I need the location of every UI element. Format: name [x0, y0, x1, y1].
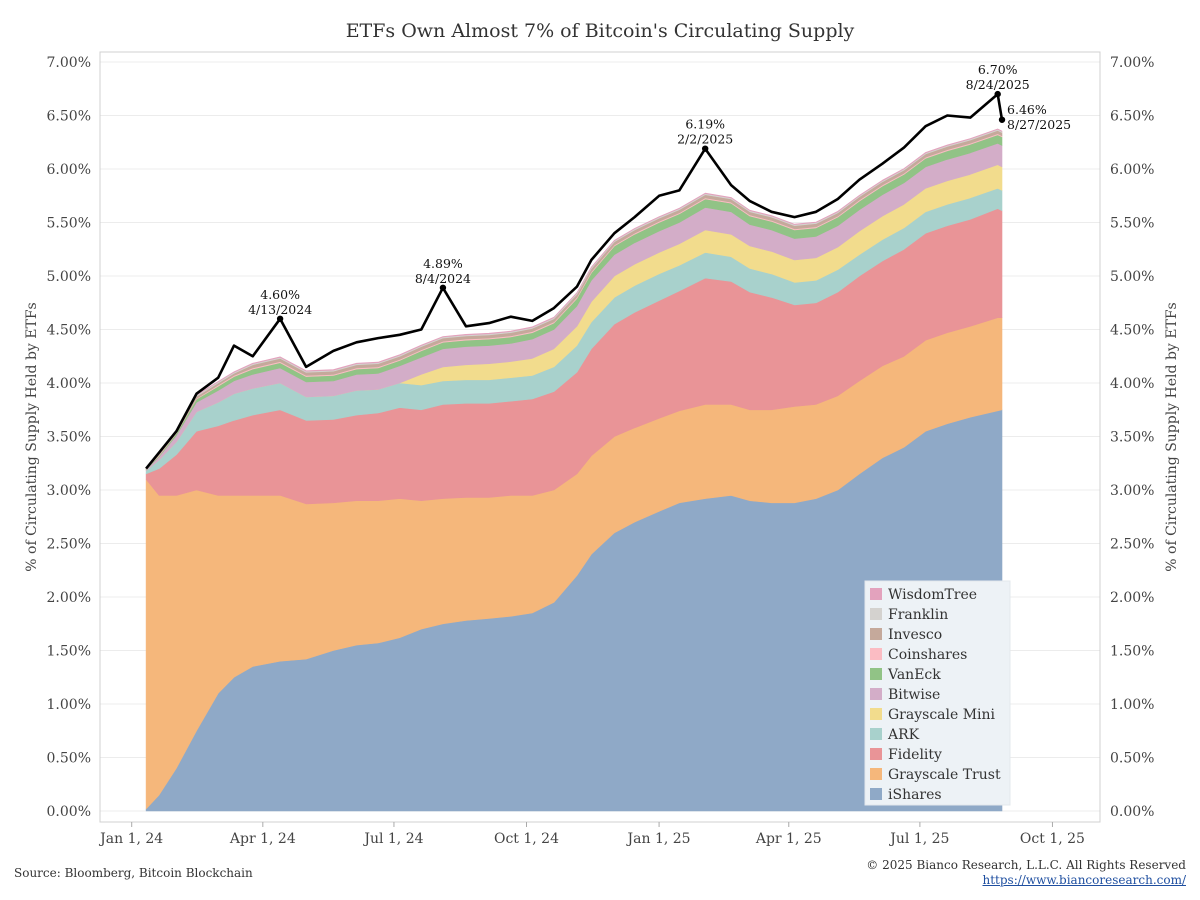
y-tick-label-right: 4.50% [1110, 323, 1154, 339]
stacked-areas [145, 128, 1003, 812]
total-line-group [145, 92, 1004, 470]
y-tick-label-left: 0.00% [47, 804, 91, 820]
chart-title: ETFs Own Almost 7% of Bitcoin's Circulat… [346, 20, 855, 42]
y-tick-label-right: 3.00% [1110, 483, 1154, 499]
y-tick-label-left: 2.50% [47, 537, 91, 553]
legend-label: Bitwise [888, 687, 940, 703]
y-tick-label-left: 6.00% [47, 162, 91, 178]
annotation-date: 8/24/2025 [966, 77, 1030, 92]
y-tick-label-right: 0.50% [1110, 751, 1154, 767]
y-axis-left: 0.00% 0.50% 1.00% 1.50% 2.00% 2.50% 3.00% 3.50%… [47, 55, 91, 820]
y-tick-label-left: 4.50% [47, 323, 91, 339]
legend-swatch [870, 708, 882, 720]
legend-label: Grayscale Mini [888, 707, 996, 723]
legend-label: Fidelity [888, 747, 942, 763]
annotation-value: 4.89% [423, 256, 463, 271]
legend-label: Grayscale Trust [888, 767, 1001, 783]
annotation-marker [994, 90, 1001, 98]
x-tick-label: Jan 1, 25 [626, 831, 691, 847]
x-tick-label: Jul 1, 25 [888, 831, 949, 847]
legend-swatch [870, 608, 882, 620]
x-tick-label: Oct 1, 24 [494, 831, 559, 847]
legend-swatch [870, 688, 882, 700]
y-tick-label-right: 3.50% [1110, 430, 1154, 446]
annotation-value: 6.46% [1007, 102, 1047, 117]
annotation-date: 8/27/2025 [1007, 117, 1071, 132]
y-axis-right: 0.00% 0.50% 1.00% 1.50% 2.00% 2.50% 3.00% 3.50%… [1110, 55, 1154, 820]
annotation-value: 6.19% [685, 117, 725, 132]
y-tick-label-left: 3.00% [47, 483, 91, 499]
y-tick-label-right: 4.00% [1110, 376, 1154, 392]
legend-swatch [870, 788, 882, 800]
y-tick-label-right: 7.00% [1110, 55, 1154, 71]
annotation-date: 2/2/2025 [677, 132, 733, 147]
legend-swatch [870, 748, 882, 760]
annotation-value: 4.60% [260, 287, 300, 302]
y-tick-label-right: 2.00% [1110, 590, 1154, 606]
legend-label: iShares [888, 787, 942, 803]
legend-label: Coinshares [888, 647, 967, 663]
annotation-date: 8/4/2024 [415, 271, 471, 286]
annotation-marker [439, 284, 447, 291]
y-tick-label-right: 0.00% [1110, 804, 1154, 820]
y-tick-label-right: 1.50% [1110, 644, 1154, 660]
total-line [145, 92, 1004, 470]
y-tick-label-right: 6.50% [1110, 109, 1154, 125]
legend-swatch [870, 668, 882, 680]
annotation-marker [276, 315, 284, 322]
legend: WisdomTree Franklin Invesco Coinshares VanEc… [864, 580, 1011, 806]
legend-label: Franklin [888, 607, 948, 623]
y-tick-label-left: 7.00% [47, 55, 91, 71]
legend-swatch [870, 648, 882, 660]
y-tick-label-left: 0.50% [47, 751, 91, 767]
legend-label: ARK [887, 727, 920, 743]
source-note: Source: Bloomberg, Bitcoin Blockchain [14, 866, 253, 880]
y-tick-label-left: 4.00% [47, 376, 91, 392]
x-tick-label: Apr 1, 25 [755, 831, 822, 847]
annotation-date: 4/13/2024 [248, 302, 312, 317]
x-tick-label: Apr 1, 24 [229, 831, 296, 847]
x-axis: Jan 1, 24 Apr 1, 24 Jul 1, 24 Oct 1, 24 Jan … [98, 822, 1085, 847]
y-tick-label-right: 1.00% [1110, 697, 1154, 713]
y-axis-label-left: % of Circulating Supply Held by ETFs [24, 302, 40, 571]
legend-swatch [870, 588, 882, 600]
y-tick-label-right: 5.50% [1110, 216, 1154, 232]
y-tick-label-left: 5.50% [47, 216, 91, 232]
y-tick-label-right: 6.00% [1110, 162, 1154, 178]
y-tick-label-left: 5.00% [47, 269, 91, 285]
plot-frame [99, 51, 1101, 823]
legend-label: WisdomTree [888, 587, 977, 603]
y-tick-label-left: 1.00% [47, 697, 91, 713]
x-tick-label: Jan 1, 24 [98, 831, 163, 847]
y-tick-label-right: 5.00% [1110, 269, 1154, 285]
legend-box [864, 580, 1011, 806]
y-tick-label-right: 2.50% [1110, 537, 1154, 553]
legend-swatch [870, 628, 882, 640]
annotation-marker [998, 116, 1006, 123]
legend-swatch [870, 728, 882, 740]
website-link[interactable]: https://www.biancoresearch.com/ [982, 873, 1186, 887]
x-tick-label: Jul 1, 24 [362, 831, 423, 847]
copyright-note: © 2025 Bianco Research, L.L.C. All Right… [866, 858, 1186, 872]
annotation-value: 6.70% [978, 62, 1018, 77]
annotation-marker [701, 145, 709, 152]
annotations: 4.60%4/13/2024 4.89%8/4/2024 6.19%2/2/2025… [248, 62, 1071, 322]
y-axis-label-right: % of Circulating Supply Held by ETFs [1164, 302, 1180, 571]
legend-swatch [870, 768, 882, 780]
area-wisdomtree [145, 128, 1003, 469]
legend-label: VanEck [887, 667, 941, 683]
legend-label: Invesco [888, 627, 942, 643]
y-tick-label-left: 6.50% [47, 109, 91, 125]
y-tick-label-left: 2.00% [47, 590, 91, 606]
y-tick-label-left: 3.50% [47, 430, 91, 446]
x-tick-label: Oct 1, 25 [1020, 831, 1085, 847]
y-tick-label-left: 1.50% [47, 644, 91, 660]
